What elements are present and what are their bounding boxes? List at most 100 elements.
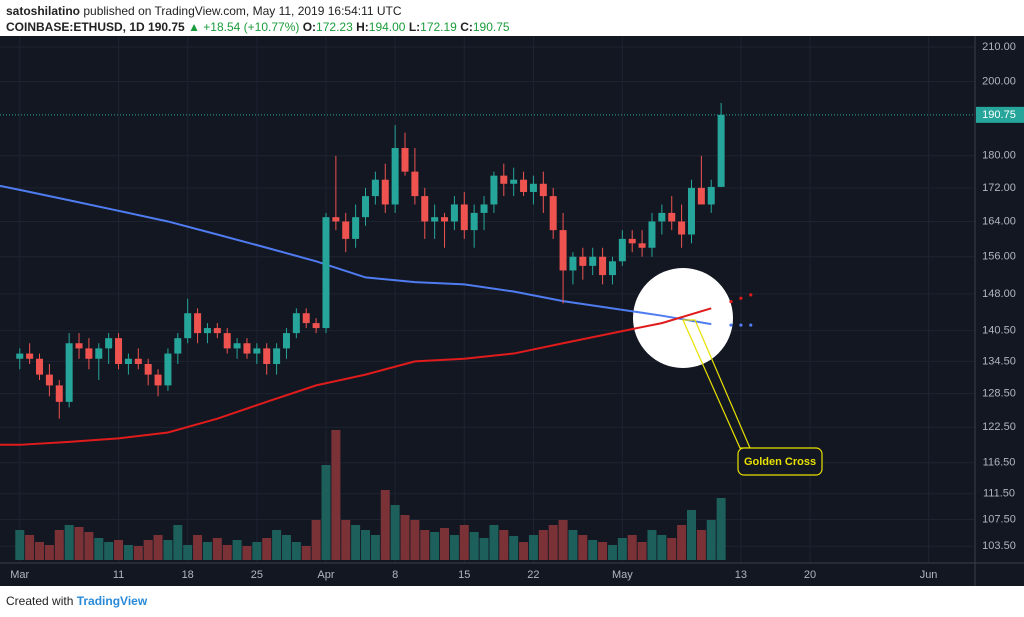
candles: [16, 102, 725, 419]
candle-body: [282, 333, 290, 349]
x-tick-label: 18: [182, 569, 194, 581]
volume-bar: [617, 538, 627, 560]
volume-bar: [479, 538, 489, 560]
candle-body: [697, 187, 705, 205]
candle-body: [26, 353, 34, 359]
candle-body: [411, 171, 419, 197]
y-tick-label: 103.50: [982, 540, 1016, 552]
candle-body: [124, 358, 132, 365]
candle-body: [332, 217, 340, 222]
volume-bar: [74, 527, 84, 560]
candle-body: [510, 179, 518, 184]
volume-bar: [311, 520, 321, 560]
l-value: 172.19: [420, 20, 457, 34]
candle-body: [371, 179, 379, 197]
candle-body: [203, 328, 211, 334]
candle-body: [539, 183, 547, 197]
volume-bar: [291, 542, 301, 560]
candle-body: [263, 348, 271, 365]
header: satoshilatino published on TradingView.c…: [6, 3, 510, 35]
ohlc-l: L:172.19: [409, 20, 457, 34]
y-tick-label: 156.00: [982, 251, 1016, 263]
volume-bar: [173, 525, 183, 560]
candle-body: [45, 374, 53, 386]
projection-dot: [739, 323, 743, 327]
created: Created with: [6, 594, 74, 608]
volume-bar: [459, 525, 469, 560]
volume-bar: [242, 546, 252, 560]
volume-bar: [706, 520, 716, 560]
volume-bar: [123, 545, 133, 560]
volume-bar: [212, 538, 222, 560]
c-value: 190.75: [472, 20, 510, 34]
ohlc-h: H:194.00: [356, 20, 405, 34]
y-tick-label: 164.00: [982, 215, 1016, 227]
candle-body: [638, 243, 646, 248]
volume-bar: [94, 538, 104, 560]
volume-bar: [232, 540, 242, 560]
projection-dot: [739, 296, 743, 300]
moving-average: [0, 307, 712, 446]
chart: 210.00 200.00 180.00 172.00 164.00 156.00 148.…: [0, 36, 1024, 586]
candle-body: [105, 338, 113, 349]
o-value: 172.23: [316, 20, 353, 34]
publish-line: satoshilatino published on TradingView.c…: [6, 3, 510, 19]
candle-body: [608, 261, 616, 276]
x-tick-label: 20: [804, 569, 816, 581]
volume-bar: [647, 530, 657, 560]
h-value: 194.00: [368, 20, 406, 34]
x-tick-label: 15: [458, 569, 470, 581]
o-label: O:: [302, 20, 317, 34]
x-tick-label: Apr: [317, 569, 334, 581]
volume-bar: [598, 542, 608, 560]
h-label: H:: [356, 20, 369, 34]
volume-bar: [351, 525, 361, 560]
volume-bar: [361, 530, 371, 560]
last-price-box: [976, 106, 1024, 123]
volume-bar: [341, 520, 351, 560]
candle-body: [470, 212, 478, 231]
volume-bar: [301, 546, 311, 560]
candle-body: [243, 343, 251, 354]
ohlc-c: C:190.75: [460, 20, 509, 34]
candle-body: [589, 256, 597, 266]
volume-bar: [558, 520, 568, 560]
volume-bar: [390, 505, 400, 560]
candle-body: [144, 364, 152, 375]
volume-bar: [193, 535, 203, 560]
y-tick-label: 210.00: [982, 41, 1016, 53]
candle-body: [658, 212, 666, 222]
candle-body: [549, 196, 557, 231]
volume-bar: [578, 535, 588, 560]
price: 190.75: [148, 20, 185, 34]
volume-bar: [400, 515, 410, 560]
candle-body: [134, 358, 142, 365]
x-tick-label: 13: [735, 569, 747, 581]
volume-bar: [449, 535, 459, 560]
candle-body: [441, 217, 449, 222]
callout-text: Golden Cross: [744, 456, 816, 468]
volume-bar: [331, 430, 341, 560]
candle-body: [194, 313, 202, 334]
candle-body: [16, 353, 24, 359]
candle-body: [559, 230, 567, 271]
footer: Created with TradingView: [6, 594, 147, 608]
y-tick-label: 107.50: [982, 513, 1016, 525]
candle-body: [707, 186, 715, 205]
volume-bar: [380, 490, 390, 560]
candle-body: [362, 196, 370, 218]
candle-body: [223, 333, 231, 349]
callout-box: [737, 447, 823, 476]
candle-body: [184, 313, 192, 339]
candle-body: [648, 221, 656, 248]
volume-bar: [163, 540, 173, 560]
change: ▲ +18.54 (+10.77%): [188, 20, 300, 34]
volume-bar: [133, 546, 143, 560]
candle-body: [460, 204, 468, 231]
y-tick-label: 200.00: [982, 75, 1016, 87]
volume: [15, 430, 726, 560]
volume-bar: [677, 525, 687, 560]
volume-bar: [114, 540, 124, 560]
volume-bar: [104, 542, 114, 560]
